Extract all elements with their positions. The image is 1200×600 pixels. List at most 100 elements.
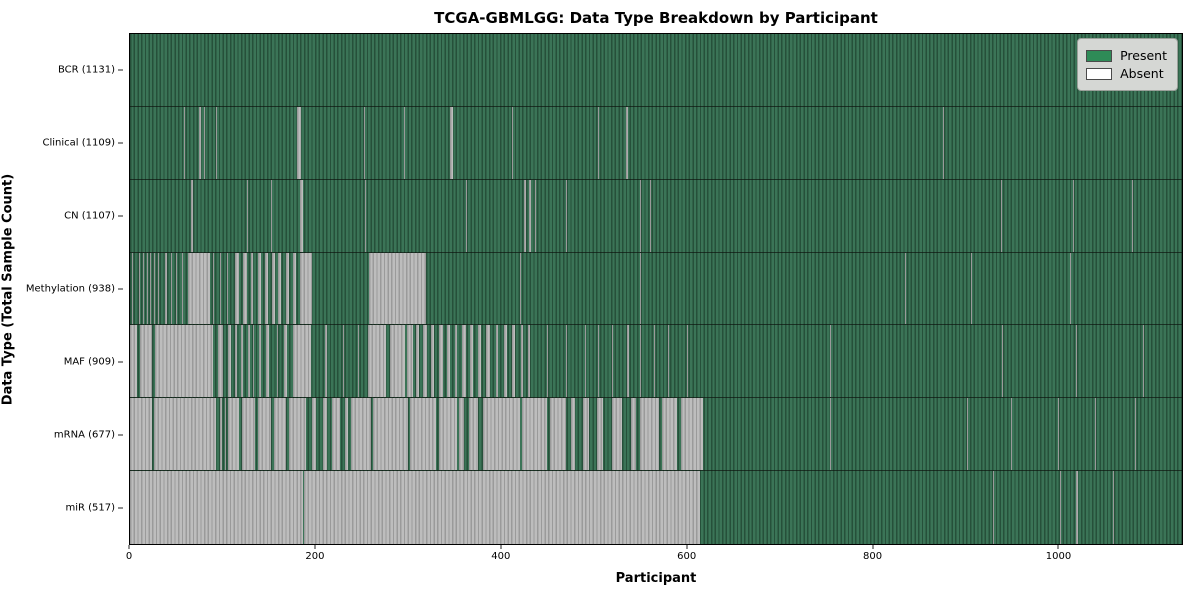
y-tick-mark bbox=[118, 142, 123, 144]
absent-segment bbox=[216, 106, 218, 179]
absent-segment bbox=[142, 252, 144, 325]
absent-segment bbox=[373, 398, 409, 471]
absent-segment bbox=[661, 398, 678, 471]
absent-segment bbox=[1094, 398, 1096, 471]
absent-segment bbox=[228, 398, 240, 471]
absent-segment bbox=[477, 325, 481, 398]
absent-segment bbox=[566, 325, 567, 398]
absent-segment bbox=[227, 252, 229, 325]
absent-segment bbox=[332, 398, 340, 471]
absent-segment bbox=[1134, 398, 1136, 471]
x-tick-label-800: 800 bbox=[863, 551, 883, 562]
absent-segment bbox=[1057, 398, 1059, 471]
absent-segment bbox=[527, 325, 530, 398]
y-axis-tick-labels: BCR (1131) Clinical (1109) CN (1107) Methyl… bbox=[0, 33, 123, 545]
absent-segment bbox=[535, 179, 537, 252]
absent-segment bbox=[155, 325, 214, 398]
absent-segment bbox=[389, 325, 405, 398]
x-tick-label-600: 600 bbox=[677, 551, 697, 562]
y-tick-mark bbox=[118, 361, 123, 363]
rows-layer bbox=[130, 34, 1182, 544]
absent-segment bbox=[686, 325, 688, 398]
absent-segment bbox=[681, 398, 704, 471]
absent-segment bbox=[228, 325, 232, 398]
absent-segment bbox=[304, 471, 700, 544]
absent-segment bbox=[598, 106, 600, 179]
absent-segment bbox=[293, 252, 297, 325]
absent-segment bbox=[296, 106, 301, 179]
absent-segment bbox=[992, 471, 994, 544]
x-tick-mark bbox=[500, 545, 502, 549]
absent-segment bbox=[830, 325, 832, 398]
absent-segment bbox=[288, 398, 300, 471]
y-tick-mark bbox=[118, 215, 123, 217]
absent-segment bbox=[350, 398, 372, 471]
absent-segment bbox=[299, 252, 312, 325]
absent-segment bbox=[253, 325, 255, 398]
y-tick-mark bbox=[118, 69, 123, 71]
absent-segment bbox=[1002, 325, 1003, 398]
legend-item-present: Present bbox=[1086, 48, 1167, 63]
absent-segment bbox=[183, 106, 185, 179]
absent-segment bbox=[640, 252, 642, 325]
absent-segment bbox=[519, 252, 521, 325]
absent-segment bbox=[584, 325, 587, 398]
absent-segment bbox=[410, 398, 437, 471]
absent-segment bbox=[343, 325, 345, 398]
absent-segment bbox=[612, 325, 614, 398]
absent-segment bbox=[966, 398, 968, 471]
absent-segment bbox=[528, 179, 531, 252]
y-tick-label-BCR: BCR (1131) bbox=[57, 64, 115, 76]
absent-segment bbox=[271, 252, 275, 325]
absent-segment bbox=[250, 252, 254, 325]
absent-segment bbox=[462, 325, 466, 398]
absent-segment bbox=[468, 398, 478, 471]
absent-segment bbox=[566, 179, 567, 252]
absent-segment bbox=[299, 179, 304, 252]
absent-segment bbox=[130, 325, 138, 398]
x-tick-label-0: 0 bbox=[125, 551, 133, 562]
absent-segment bbox=[146, 252, 148, 325]
absent-segment bbox=[459, 398, 464, 471]
row-MAF bbox=[130, 325, 1182, 399]
y-tick-mark bbox=[118, 507, 123, 509]
y-tick-label-CN: CN (1107) bbox=[64, 210, 115, 222]
absent-segment bbox=[1072, 106, 1074, 179]
absent-segment bbox=[299, 398, 307, 471]
absent-segment bbox=[1076, 471, 1079, 544]
absent-segment bbox=[547, 325, 549, 398]
absent-segment bbox=[191, 179, 194, 252]
row-miR bbox=[130, 471, 1182, 544]
absent-segment bbox=[154, 252, 156, 325]
absent-segment bbox=[640, 398, 659, 471]
absent-segment bbox=[154, 398, 217, 471]
absent-segment bbox=[176, 252, 178, 325]
absent-segment bbox=[234, 325, 237, 398]
absent-segment bbox=[271, 179, 272, 252]
row-mRNA bbox=[130, 398, 1182, 472]
absent-segment bbox=[369, 252, 426, 325]
absent-segment bbox=[358, 325, 360, 398]
absent-segment bbox=[904, 252, 906, 325]
y-tick-label-mRNA: mRNA (677) bbox=[53, 429, 115, 441]
absent-segment bbox=[423, 325, 427, 398]
absent-segment bbox=[830, 398, 832, 471]
x-tick-mark bbox=[686, 545, 688, 549]
x-axis-label: Participant bbox=[615, 571, 697, 586]
absent-segment bbox=[219, 398, 222, 471]
absent-segment bbox=[1069, 252, 1071, 325]
present-swatch-icon bbox=[1086, 49, 1113, 62]
absent-segment bbox=[520, 325, 524, 398]
absent-segment bbox=[522, 398, 548, 471]
absent-segment bbox=[364, 179, 366, 252]
absent-segment bbox=[283, 325, 287, 398]
absent-segment bbox=[243, 252, 247, 325]
absent-segment bbox=[470, 325, 474, 398]
absent-segment bbox=[486, 325, 490, 398]
absent-swatch-icon bbox=[1086, 67, 1113, 80]
chart-title: TCGA-GBMLGG: Data Type Breakdown by Part… bbox=[434, 9, 878, 27]
absent-segment bbox=[407, 325, 413, 398]
absent-segment bbox=[612, 398, 622, 471]
absent-segment bbox=[181, 252, 183, 325]
absent-segment bbox=[204, 106, 206, 179]
